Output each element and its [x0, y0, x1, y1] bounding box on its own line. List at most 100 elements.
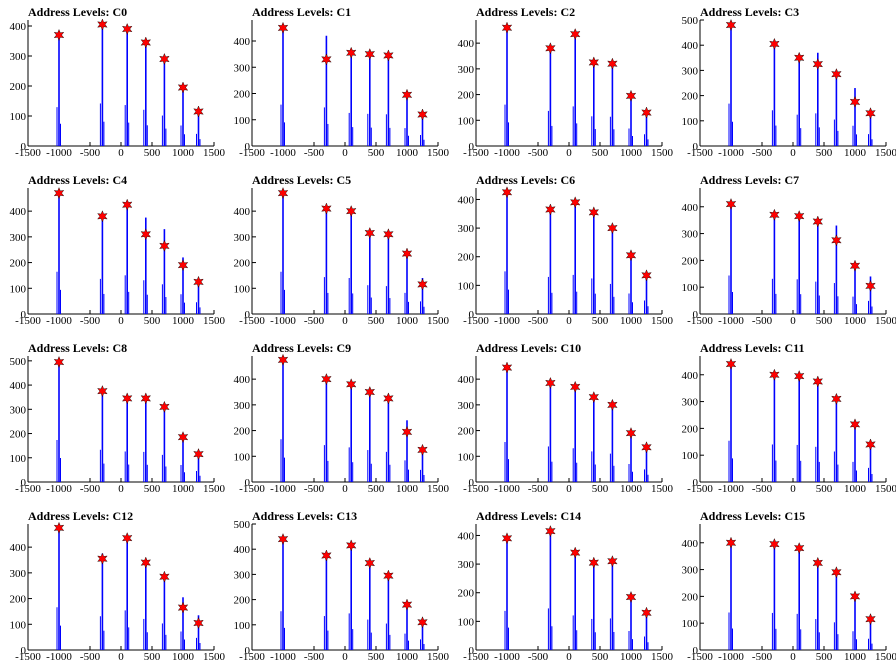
y-tick-label: 0	[693, 141, 699, 153]
y-tick-label: 400	[458, 374, 475, 386]
histogram-panel: -1500 -1000 -500 0 500 1000 1500 0 100 200 300 400 A…	[448, 336, 674, 504]
x-tick-label: -1000	[494, 651, 520, 663]
x-tick-label: 0	[566, 315, 572, 327]
peak-marker	[831, 392, 842, 405]
x-tick-label: 500	[144, 315, 161, 327]
x-tick-label: -1500	[239, 147, 265, 159]
x-tick-label: 1000	[844, 315, 867, 327]
chart-title: Address Levels: C9	[252, 341, 352, 355]
peak-marker	[865, 279, 876, 292]
y-tick-label: 200	[458, 90, 475, 102]
histogram-panel: -1500 -1000 -500 0 500 1000 1500 0 100 200 300 400 5…	[224, 504, 450, 672]
x-tick-label: 0	[342, 483, 348, 495]
peak-marker	[769, 368, 780, 381]
x-tick-label: -1000	[494, 315, 520, 327]
x-tick-label: -500	[80, 147, 101, 159]
peak-marker	[345, 205, 357, 218]
chart-title: Address Levels: C7	[700, 173, 800, 187]
histogram-panel: -1500 -1000 -500 0 500 1000 1500 0 100 200 300 400 5…	[0, 336, 226, 504]
x-tick-label: 0	[118, 147, 124, 159]
histogram-panel: -1500 -1000 -500 0 500 1000 1500 0 100 200 300 400 A…	[0, 0, 226, 168]
peak-marker	[383, 569, 394, 582]
x-tick-label: 1500	[427, 315, 450, 327]
peak-marker	[501, 186, 513, 199]
peak-marker	[769, 208, 780, 221]
x-tick-label: 500	[816, 651, 833, 663]
x-tick-label: 500	[816, 483, 833, 495]
x-tick-label: -500	[528, 147, 549, 159]
peak-marker	[417, 616, 428, 629]
x-tick-label: 500	[592, 315, 609, 327]
y-tick-label: 100	[458, 280, 475, 292]
x-tick-label: 0	[118, 315, 124, 327]
x-tick-label: 500	[368, 651, 385, 663]
x-tick-label: 500	[144, 147, 161, 159]
x-tick-label: 500	[368, 315, 385, 327]
y-tick-label: 100	[234, 283, 251, 295]
peak-marker	[97, 18, 108, 31]
chart-title: Address Levels: C3	[700, 5, 800, 19]
histogram-plot: -1500 -1000 -500 0 500 1000 1500 0 100 200 300 400 5…	[10, 356, 226, 495]
chart-title: Address Levels: C10	[476, 341, 582, 355]
peak-marker	[159, 239, 170, 252]
y-tick-label: 300	[234, 62, 251, 74]
chart-title: Address Levels: C8	[28, 341, 128, 355]
x-tick-label: -1000	[494, 147, 520, 159]
y-tick-label: 100	[682, 450, 699, 462]
x-tick-label: -1500	[687, 651, 713, 663]
x-tick-label: -500	[528, 315, 549, 327]
x-tick-label: -1500	[239, 315, 265, 327]
peak-marker	[607, 57, 618, 70]
x-tick-label: 1500	[875, 483, 896, 495]
peak-marker	[569, 380, 581, 393]
x-tick-label: -500	[304, 651, 325, 663]
x-tick-label: 500	[592, 651, 609, 663]
peak-marker	[588, 391, 600, 404]
x-tick-label: -1000	[718, 147, 744, 159]
histogram-plot: -1500 -1000 -500 0 500 1000 1500 0 100 200 300 400	[682, 356, 896, 495]
histogram-plot: -1500 -1000 -500 0 500 1000 1500 0 100 200 300 400 5…	[682, 15, 896, 159]
peak-marker	[831, 234, 842, 247]
x-tick-label: -1500	[687, 315, 713, 327]
peak-marker	[417, 278, 428, 291]
histogram-plot: -1500 -1000 -500 0 500 1000 1500 0 100 200 300 400	[10, 187, 226, 327]
y-tick-label: 400	[458, 530, 475, 542]
x-tick-label: -1000	[46, 483, 72, 495]
y-tick-label: 100	[458, 616, 475, 628]
peak-marker	[345, 539, 357, 552]
peak-marker	[831, 68, 842, 81]
y-tick-label: 400	[10, 206, 27, 218]
x-tick-label: -1500	[239, 483, 265, 495]
x-tick-label: -500	[80, 483, 101, 495]
x-tick-label: -1000	[270, 147, 296, 159]
peak-marker	[725, 198, 737, 211]
y-tick-label: 0	[245, 645, 251, 657]
x-tick-label: 1500	[203, 483, 226, 495]
x-tick-label: -1500	[463, 147, 489, 159]
histogram-plot: -1500 -1000 -500 0 500 1000 1500 0 100 200 300 400	[10, 521, 226, 663]
histogram-panel: -1500 -1000 -500 0 500 1000 1500 0 100 200 300 400 A…	[448, 168, 674, 336]
x-tick-label: 1000	[172, 651, 195, 663]
y-tick-label: 100	[458, 451, 475, 463]
x-tick-label: 500	[144, 483, 161, 495]
x-tick-label: -500	[80, 315, 101, 327]
peak-marker	[641, 441, 652, 454]
histogram-panel: -1500 -1000 -500 0 500 1000 1500 0 100 200 300 400 A…	[672, 336, 896, 504]
histogram-plot: -1500 -1000 -500 0 500 1000 1500 0 100 200 300 400 5…	[234, 519, 450, 663]
x-tick-label: 1500	[203, 147, 226, 159]
peak-marker	[97, 552, 108, 565]
peak-marker	[321, 53, 332, 66]
y-tick-label: 300	[10, 232, 27, 244]
x-tick-label: 500	[368, 147, 385, 159]
peak-marker	[725, 358, 737, 371]
y-tick-label: 400	[682, 538, 699, 550]
y-tick-label: 300	[234, 400, 251, 412]
peak-marker	[812, 556, 824, 569]
peak-marker	[140, 36, 152, 49]
x-tick-label: 0	[790, 483, 796, 495]
y-tick-label: 300	[234, 569, 251, 581]
x-tick-label: 1000	[396, 147, 419, 159]
x-tick-label: -1000	[494, 483, 520, 495]
peak-marker	[53, 28, 65, 42]
